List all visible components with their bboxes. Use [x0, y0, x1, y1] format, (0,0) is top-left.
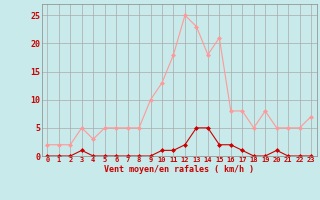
X-axis label: Vent moyen/en rafales ( km/h ): Vent moyen/en rafales ( km/h ) — [104, 165, 254, 174]
